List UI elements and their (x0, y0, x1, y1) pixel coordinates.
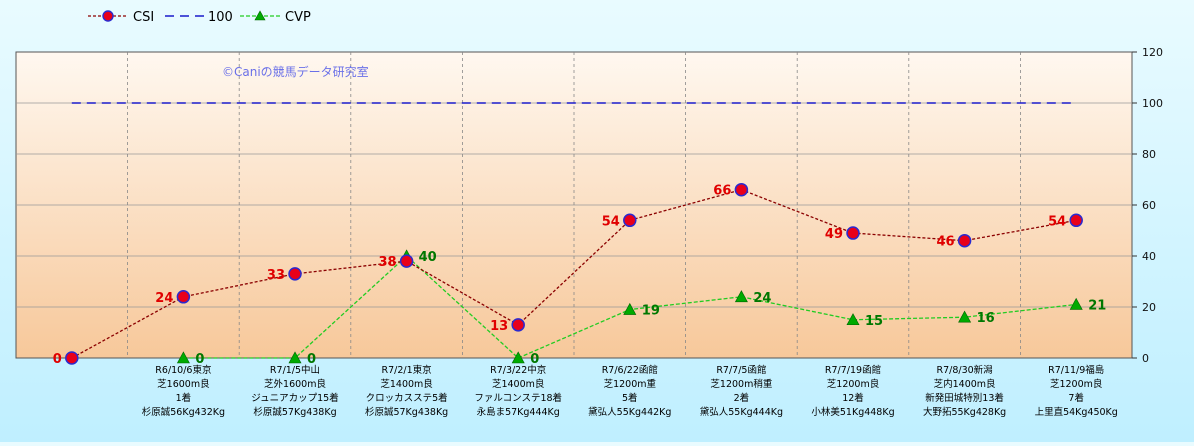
x-tick-label: 芝1200m稍重 (710, 378, 772, 390)
x-tick-label: 芝1200m良 (1050, 378, 1103, 390)
watermark: ©Caniの競馬データ研究室 (222, 64, 369, 79)
csi-point (511, 318, 525, 332)
cvp-point (176, 351, 190, 364)
x-tick-label: R7/6/22函館 (602, 364, 658, 376)
csi-data-label: 54 (602, 214, 620, 229)
csi-point (957, 233, 972, 248)
x-tick-label: 芝1200m良 (827, 378, 880, 390)
cvp-data-label: 0 (195, 352, 204, 367)
y-tick-label: 60 (1142, 199, 1156, 212)
cvp-point (958, 310, 972, 323)
x-tick-label: 芝1200m重 (604, 378, 657, 390)
y-tick-label: 40 (1142, 250, 1156, 263)
csi-data-label: 46 (937, 235, 955, 250)
x-tick-label: 芝1400m良 (492, 378, 545, 390)
x-tick-label: 芝1600m良 (157, 378, 210, 390)
csi-point (399, 254, 414, 268)
legend-cvp-label: CVP (285, 10, 311, 25)
csi-data-label: 54 (1048, 214, 1066, 229)
cvp-data-label: 0 (307, 352, 316, 367)
x-tick-label: 杉原誠57Kg438Kg (365, 406, 448, 418)
y-tick-label: 20 (1142, 301, 1156, 314)
x-tick-label: ファルコンステ18着 (474, 392, 562, 404)
x-tick-label: 上里直54Kg450Kg (1035, 406, 1118, 418)
x-tick-label: 1着 (176, 392, 192, 404)
x-tick-label: R7/1/5中山 (270, 364, 320, 376)
x-tick-label: 芝外1600m良 (264, 378, 326, 390)
csi-point (846, 226, 860, 240)
csi-data-label: 33 (267, 268, 285, 283)
x-tick-label: R7/7/19函館 (825, 364, 881, 376)
csi-data-label: 0 (53, 352, 62, 367)
x-tick-label: 杉原誠57Kg438Kg (253, 406, 336, 418)
x-tick-label: R7/3/22中京 (490, 364, 546, 376)
x-tick-label: 杉原誠56Kg432Kg (142, 406, 225, 418)
csi-point (623, 213, 637, 228)
x-tick-label: R7/2/1東京 (382, 364, 432, 376)
x-tick-label: 黛弘人55Kg444Kg (700, 406, 783, 418)
x-tick-label: 7着 (1068, 392, 1084, 404)
csi-data-label: 24 (155, 291, 173, 306)
x-tick-label: 小林美51Kg448Kg (811, 406, 894, 418)
cvp-data-label: 19 (642, 304, 660, 319)
legend-csi-marker (102, 10, 114, 22)
csi-point (734, 182, 749, 197)
x-tick-label: 芝1400m良 (380, 378, 433, 390)
cvp-point (1069, 297, 1083, 310)
csi-point (288, 267, 302, 281)
x-tick-label: 大野拓55Kg428Kg (923, 406, 1006, 418)
cvp-point (511, 351, 525, 364)
x-tick-label: 永島ま57Kg444Kg (477, 406, 560, 418)
csi-data-label: 38 (379, 255, 397, 270)
x-tick-label: クロッカスステ5着 (366, 392, 448, 404)
cvp-point (734, 290, 748, 303)
x-tick-label: R6/10/6東京 (155, 364, 211, 376)
x-tick-label: 芝内1400m良 (934, 378, 996, 390)
legend-cvp-marker (254, 10, 266, 21)
cvp-point (623, 302, 637, 315)
csi-data-label: 66 (713, 184, 731, 199)
cvp-data-label: 21 (1088, 298, 1106, 313)
x-tick-label: R7/11/9福島 (1048, 364, 1104, 376)
cvp-point (846, 313, 860, 326)
cvp-data-label: 15 (865, 314, 883, 329)
cvp-data-label: 40 (419, 250, 437, 265)
csi-data-label: 49 (825, 227, 843, 242)
y-tick-label: 120 (1142, 46, 1163, 59)
y-tick-label: 80 (1142, 148, 1156, 161)
csi-point (1069, 213, 1083, 228)
csi-point (176, 290, 191, 304)
x-tick-label: 5着 (622, 392, 638, 404)
cvp-point (288, 351, 302, 364)
cvp-data-label: 24 (753, 291, 771, 306)
x-tick-label: ジュニアカップ15着 (251, 392, 338, 404)
x-tick-label: R7/8/30新潟 (937, 364, 993, 376)
legend-100-label: 100 (208, 10, 233, 25)
x-tick-label: 2着 (734, 392, 750, 404)
x-tick-label: 12着 (842, 392, 864, 404)
csi-point (65, 351, 79, 365)
cvp-data-label: 16 (977, 311, 995, 326)
x-tick-label: R7/7/5函館 (716, 364, 766, 376)
y-tick-label: 0 (1142, 352, 1149, 365)
series-csi-line (71, 189, 1077, 359)
csi-data-label: 13 (490, 319, 508, 334)
x-tick-label: 新発田城特別13着 (925, 392, 1004, 404)
y-tick-label: 100 (1142, 97, 1163, 110)
legend-csi-label: CSI (133, 10, 154, 25)
cvp-data-label: 0 (530, 352, 539, 367)
x-tick-label: 黛弘人55Kg442Kg (588, 406, 671, 418)
